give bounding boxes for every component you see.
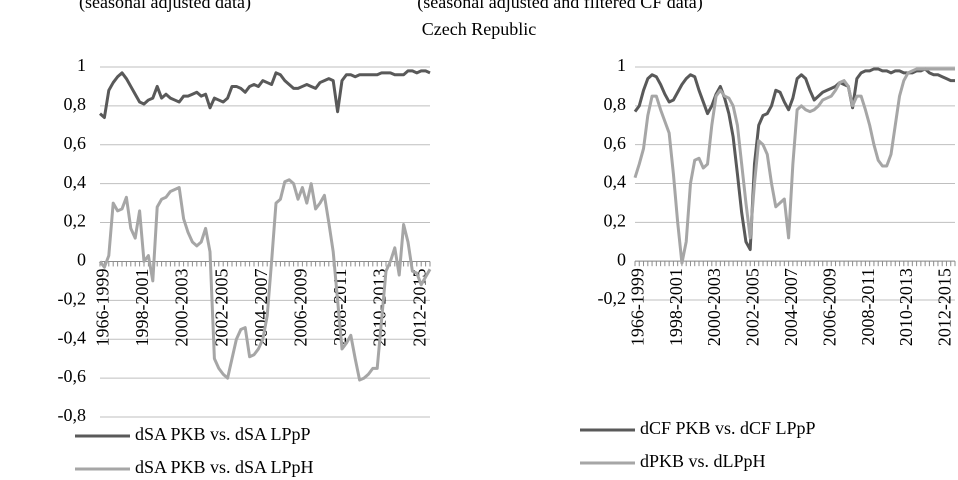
legend-label: dPKB vs. dLPpH <box>640 451 766 471</box>
y-tick-label: 0,6 <box>64 133 87 153</box>
y-tick-label: 1 <box>617 55 626 75</box>
y-tick-label: 0 <box>77 250 86 270</box>
x-tick-label: 2000-2003 <box>704 268 724 346</box>
y-tick-label: -0,4 <box>58 327 87 347</box>
y-tick-label: -0,2 <box>598 288 627 308</box>
x-tick-label: 2004-2007 <box>781 268 801 346</box>
x-tick-label: 1966-1999 <box>93 268 113 346</box>
x-tick-label: 2002-2005 <box>743 268 763 346</box>
y-tick-label: -0,6 <box>58 366 87 386</box>
x-tick-label: 2006-2009 <box>819 268 839 346</box>
x-tick-label: 2008-2011 <box>858 268 878 345</box>
figure-title: Czech Republic <box>422 19 536 39</box>
subtitle: (seasonal adjusted data) <box>79 0 251 13</box>
legend-label: dSA PKB vs. dSA LPpP <box>135 424 311 444</box>
x-tick-label: 2002-2005 <box>211 268 231 346</box>
series-line <box>99 69 431 120</box>
x-tick-label: 1966-1999 <box>627 268 647 346</box>
y-tick-label: 0,6 <box>604 133 627 153</box>
x-tick-label: 2012-2015 <box>935 268 955 346</box>
y-tick-label: -0,2 <box>58 288 87 308</box>
y-tick-label: 0,2 <box>604 210 627 230</box>
y-tick-label: 1 <box>77 55 86 75</box>
subtitle: (seasonal adjusted and filtered CF data) <box>417 0 702 13</box>
x-tick-label: 1998-2001 <box>666 268 686 346</box>
y-tick-label: -0,8 <box>58 405 87 425</box>
legend-label: dCF PKB vs. dCF LPpP <box>640 418 816 438</box>
x-tick-label: 2010-2013 <box>896 268 916 346</box>
y-tick-label: 0 <box>617 249 626 269</box>
y-tick-label: 0,8 <box>604 94 627 114</box>
x-tick-label: 1998-2001 <box>132 268 152 346</box>
series-line <box>633 67 955 252</box>
legend-label: dSA PKB vs. dSA LPpH <box>135 457 314 477</box>
y-tick-label: 0,2 <box>64 211 87 231</box>
y-tick-label: 0,4 <box>604 172 627 192</box>
y-tick-label: 0,8 <box>64 94 87 114</box>
x-tick-label: 2006-2009 <box>291 268 311 346</box>
series-line <box>633 67 955 265</box>
x-tick-label: 2000-2003 <box>172 268 192 346</box>
series-line <box>98 178 432 382</box>
x-tick-label: 2012-2015 <box>409 268 429 346</box>
y-tick-label: 0,4 <box>64 172 87 192</box>
